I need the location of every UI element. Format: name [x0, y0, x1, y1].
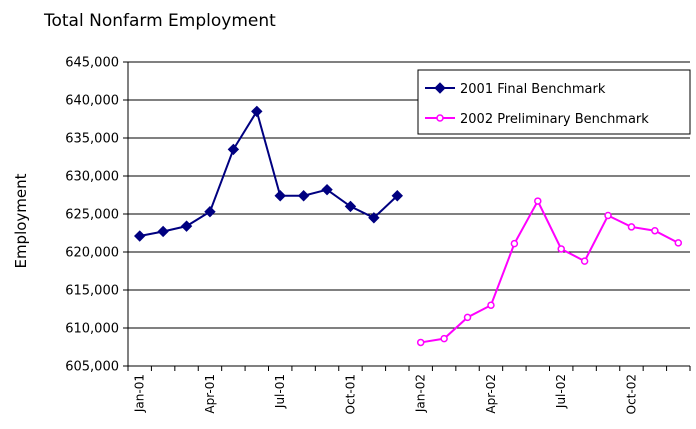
x-tick-label: Apr-01 [203, 374, 217, 414]
x-tick-label: Apr-02 [484, 374, 498, 414]
data-point [157, 225, 169, 238]
y-tick-label: 620,000 [65, 246, 119, 261]
x-axis-ticks: Jan-01 Apr-01 Jul-01 Oct-01 Jan-02 Apr-02 Jul-… [127, 366, 691, 414]
data-point [674, 239, 683, 247]
y-tick-label: 605,000 [65, 360, 119, 375]
y-tick-label: 610,000 [65, 322, 119, 337]
y-tick-label: 645,000 [65, 56, 119, 71]
series-1 [134, 105, 403, 242]
data-point [580, 257, 589, 265]
series-layer [134, 105, 683, 347]
data-point [134, 230, 146, 242]
legend-label: 2002 Preliminary Benchmark [460, 112, 649, 127]
y-tick-label: 640,000 [65, 94, 119, 109]
data-point [440, 334, 448, 343]
y-axis-title: Employment [12, 173, 30, 268]
legend-box [417, 69, 691, 135]
data-point [534, 197, 542, 205]
x-tick-label: Oct-01 [343, 374, 357, 414]
data-point [274, 190, 286, 202]
data-point [251, 105, 263, 118]
data-point [344, 200, 357, 213]
data-point [204, 206, 216, 218]
y-tick-label: 635,000 [65, 132, 119, 147]
y-tick-label: 625,000 [65, 208, 119, 223]
data-point [416, 338, 425, 347]
gridlines [128, 61, 690, 329]
y-axis-ticks: 605,000 610,000 615,000 620,000 625,000 630,0… [65, 56, 128, 375]
series-2 [416, 197, 683, 347]
y-tick-label: 630,000 [65, 170, 119, 185]
data-point [627, 223, 636, 231]
series-line [139, 108, 398, 238]
legend-label: 2001 Final Benchmark [460, 82, 606, 97]
data-point [391, 190, 403, 202]
x-tick-label: Jul-01 [273, 374, 287, 409]
data-point [368, 212, 380, 224]
x-tick-label: Jul-02 [554, 374, 568, 409]
legend-marker [436, 114, 444, 122]
data-point [651, 226, 659, 235]
data-point [463, 313, 472, 322]
y-tick-label: 615,000 [65, 284, 119, 299]
x-tick-label: Jan-02 [414, 374, 428, 413]
data-point [227, 143, 240, 156]
x-tick-label: Oct-02 [624, 374, 638, 414]
legend-item: 2001 Final Benchmark [425, 82, 606, 97]
legend-marker [434, 82, 446, 94]
data-point [180, 220, 193, 232]
legend: 2001 Final Benchmark 2002 Preliminary Ben… [417, 69, 691, 135]
data-point [321, 183, 333, 196]
chart-title: Total Nonfarm Employment [43, 11, 276, 31]
data-point [557, 245, 565, 253]
data-point [297, 190, 310, 202]
data-point [510, 239, 519, 248]
data-point [604, 211, 612, 220]
x-tick-label: Jan-01 [133, 374, 147, 413]
legend-item: 2002 Preliminary Benchmark [425, 112, 649, 127]
series-line [420, 198, 679, 344]
data-point [487, 301, 495, 309]
